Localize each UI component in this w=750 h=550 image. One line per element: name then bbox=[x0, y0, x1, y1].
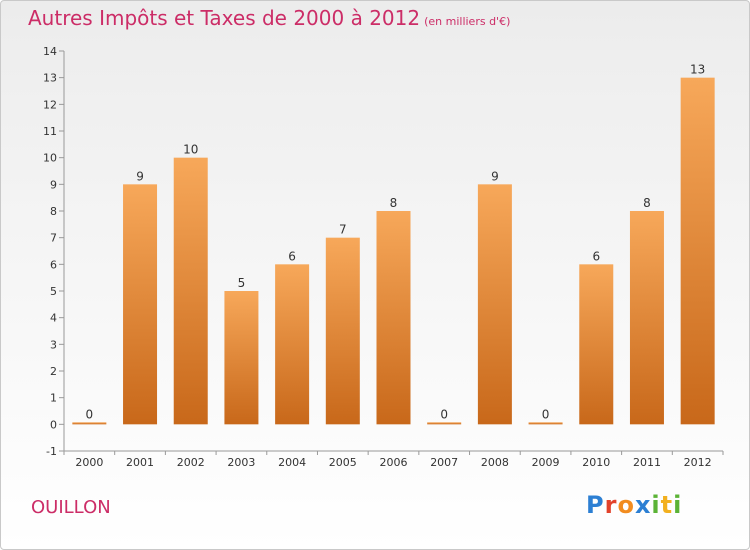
value-label: 8 bbox=[643, 196, 651, 210]
logo-letter: x bbox=[634, 491, 652, 519]
bar bbox=[427, 422, 462, 425]
y-tick-label: 14 bbox=[43, 45, 57, 58]
bar bbox=[680, 77, 715, 425]
bar bbox=[477, 184, 512, 425]
x-tick-label: 2011 bbox=[633, 456, 661, 469]
value-label: 13 bbox=[690, 63, 705, 77]
bar bbox=[629, 211, 664, 425]
value-label: 5 bbox=[238, 276, 246, 290]
x-tick-label: 2010 bbox=[582, 456, 610, 469]
y-tick-label: 3 bbox=[50, 338, 57, 351]
value-label: 6 bbox=[592, 249, 600, 263]
logo-letter: P bbox=[586, 491, 605, 519]
bar bbox=[325, 237, 360, 425]
x-tick-label: 2003 bbox=[227, 456, 255, 469]
y-tick-label: 13 bbox=[43, 72, 57, 85]
y-tick-label: 4 bbox=[50, 312, 57, 325]
bar bbox=[579, 264, 614, 425]
y-tick-label: 6 bbox=[50, 258, 57, 271]
y-tick-label: 12 bbox=[43, 98, 57, 111]
y-tick-label: 5 bbox=[50, 285, 57, 298]
x-tick-label: 2004 bbox=[278, 456, 306, 469]
value-labels: 0 9 10 5 6 7 8 0 9 0 6 8 13 bbox=[86, 63, 706, 422]
x-tick-label: 2002 bbox=[177, 456, 205, 469]
bar bbox=[224, 291, 259, 425]
proxiti-logo: Proxiti bbox=[586, 491, 682, 519]
value-label: 7 bbox=[339, 223, 347, 237]
y-tick-label: 9 bbox=[50, 178, 57, 191]
x-tick-label: 2008 bbox=[481, 456, 509, 469]
x-tick-label: 2005 bbox=[329, 456, 357, 469]
bar bbox=[72, 422, 107, 425]
chart-title: Autres Impôts et Taxes de 2000 à 2012 (en… bbox=[28, 6, 510, 30]
bars bbox=[72, 77, 715, 425]
y-tick-label: 8 bbox=[50, 205, 57, 218]
x-tick-label: 2012 bbox=[684, 456, 712, 469]
x-tick-label: 2007 bbox=[430, 456, 458, 469]
value-label: 0 bbox=[542, 407, 550, 421]
bar bbox=[123, 184, 158, 425]
bar bbox=[528, 422, 563, 425]
chart-title-text: Autres Impôts et Taxes de 2000 à 2012 bbox=[28, 6, 421, 30]
x-tick-label: 2001 bbox=[126, 456, 154, 469]
commune-name: OUILLON bbox=[31, 497, 111, 518]
value-label: 9 bbox=[136, 169, 144, 183]
bar bbox=[275, 264, 310, 425]
value-label: 6 bbox=[288, 249, 296, 263]
logo-letter: i bbox=[651, 491, 661, 519]
value-label: 0 bbox=[86, 407, 94, 421]
x-tick-label: 2000 bbox=[75, 456, 103, 469]
chart-subtitle: (en milliers d'€) bbox=[424, 15, 511, 28]
y-tick-label: 10 bbox=[43, 152, 57, 165]
bar bbox=[376, 211, 411, 425]
value-label: 8 bbox=[390, 196, 398, 210]
y-tick-label: 7 bbox=[50, 232, 57, 245]
y-tick-label: 1 bbox=[50, 392, 57, 405]
x-tick-label: 2006 bbox=[380, 456, 408, 469]
y-tick-label: -1 bbox=[46, 445, 57, 458]
value-label: 10 bbox=[183, 143, 198, 157]
logo-letter: o bbox=[617, 491, 635, 519]
logo-letter: i bbox=[673, 491, 683, 519]
value-label: 0 bbox=[440, 407, 448, 421]
value-label: 9 bbox=[491, 169, 499, 183]
logo-letter: r bbox=[604, 491, 618, 519]
bar bbox=[173, 157, 208, 425]
y-tick-label: 11 bbox=[43, 125, 57, 138]
y-tick-label: 0 bbox=[50, 418, 57, 431]
y-tick-label: 2 bbox=[50, 365, 57, 378]
logo-letter: t bbox=[660, 491, 674, 519]
x-tick-label: 2009 bbox=[532, 456, 560, 469]
